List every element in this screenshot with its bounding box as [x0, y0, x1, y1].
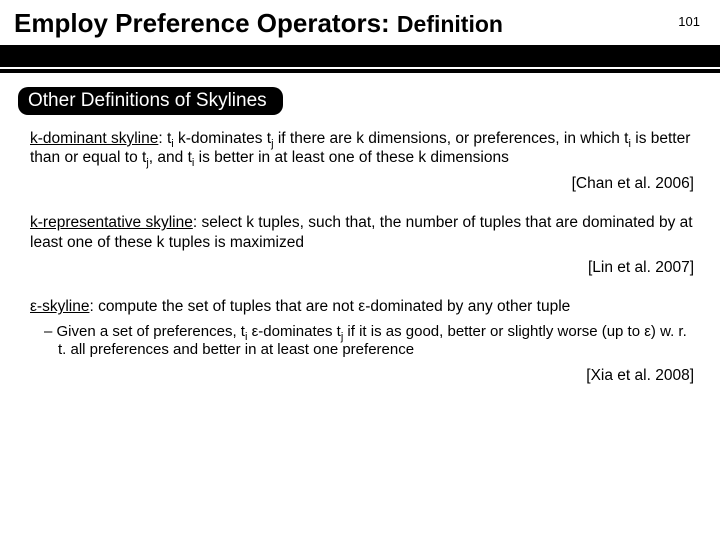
section-heading: Other Definitions of Skylines — [18, 87, 283, 115]
def-text: k-dominates t — [174, 130, 271, 147]
def-text: , and t — [149, 149, 192, 166]
def-text: : compute the set of tuples that are not… — [89, 298, 570, 315]
def-text: : t — [158, 130, 171, 147]
slide-content: k-dominant skyline: ti k-dominates tj if… — [0, 115, 720, 386]
citation-xia: [Xia et al. 2008] — [30, 366, 694, 385]
slide-title: Employ Preference Operators: Definition — [14, 19, 503, 36]
definition-epsilon-bullet: – Given a set of preferences, ti ε-domin… — [30, 323, 694, 361]
title-sub: Definition — [397, 11, 503, 37]
citation-lin: [Lin et al. 2007] — [30, 258, 694, 277]
divider-thick — [0, 45, 720, 67]
def-text: Given a set of preferences, t — [57, 323, 245, 340]
citation-chan: [Chan et al. 2006] — [30, 174, 694, 193]
def-text: if there are k dimensions, or preference… — [274, 130, 629, 147]
def-text: ε-dominates t — [247, 323, 340, 340]
definition-k-representative: k-representative skyline: select k tuple… — [30, 213, 694, 252]
title-main: Employ Preference Operators: — [14, 8, 397, 38]
term-epsilon-skyline: ε-skyline — [30, 298, 89, 315]
term-k-dominant: k-dominant skyline — [30, 130, 158, 147]
divider-thin — [0, 69, 720, 73]
definition-k-dominant: k-dominant skyline: ti k-dominates tj if… — [30, 129, 694, 168]
term-k-representative: k-representative skyline — [30, 214, 193, 231]
definition-epsilon-skyline: ε-skyline: compute the set of tuples tha… — [30, 297, 694, 316]
def-text: is better in at least one of these k dim… — [194, 149, 508, 166]
page-number: 101 — [678, 14, 700, 29]
bullet-dash: – — [44, 323, 57, 340]
slide-header: Employ Preference Operators: Definition … — [0, 0, 720, 45]
